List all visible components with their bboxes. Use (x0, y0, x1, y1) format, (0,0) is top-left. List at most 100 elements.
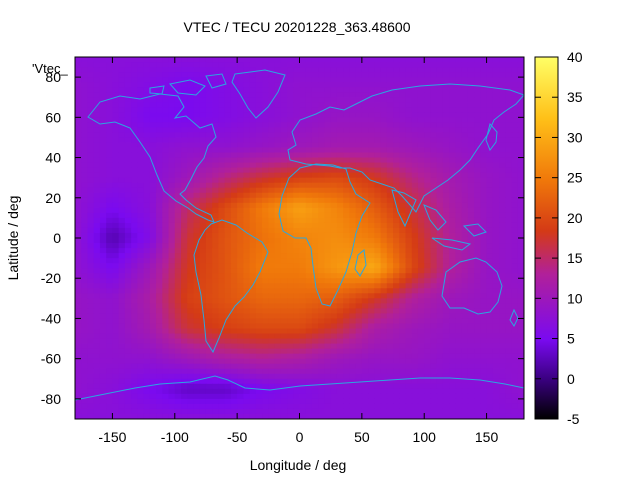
heatmap-cell (324, 378, 332, 385)
heatmap-cell (480, 363, 488, 370)
heatmap-cell (417, 187, 425, 194)
heatmap-cell (324, 82, 332, 88)
heatmap-cell (131, 278, 138, 284)
heatmap-cell (249, 378, 257, 385)
heatmap-cell (318, 308, 326, 315)
heatmap-cell (318, 238, 326, 244)
heatmap-cell (442, 212, 450, 219)
heatmap-cell (449, 142, 457, 149)
heatmap-cell (106, 318, 114, 325)
heatmap-cell (417, 253, 425, 259)
heatmap-cell (411, 77, 419, 83)
heatmap-cell (106, 117, 114, 123)
heatmap-cell (106, 217, 114, 224)
heatmap-cell (118, 403, 126, 410)
heatmap-cell (399, 102, 407, 108)
heatmap-cell (461, 87, 469, 93)
heatmap-cell (274, 217, 282, 224)
heatmap-cell (168, 172, 176, 179)
heatmap-cell (87, 62, 95, 68)
heatmap-cell (255, 82, 263, 88)
heatmap-cell (205, 227, 213, 234)
heatmap-cell (411, 107, 419, 113)
heatmap-cell (106, 338, 114, 345)
heatmap-cell (118, 92, 126, 98)
heatmap-cell (293, 137, 301, 144)
heatmap-cell (399, 172, 407, 179)
heatmap-cell (361, 187, 369, 194)
heatmap-cell (137, 378, 145, 385)
heatmap-cell (230, 112, 238, 118)
heatmap-cell (374, 263, 382, 269)
heatmap-cell (268, 187, 276, 194)
heatmap-cell (299, 137, 307, 144)
heatmap-cell (380, 363, 388, 370)
heatmap-cell (193, 388, 201, 395)
heatmap-cell (311, 378, 319, 385)
heatmap-cell (99, 263, 107, 269)
heatmap-cell (305, 248, 313, 254)
heatmap-cell (230, 177, 238, 184)
heatmap-cell (305, 243, 313, 249)
heatmap-cell (118, 293, 126, 299)
heatmap-cell (199, 102, 207, 108)
heatmap-cell (311, 243, 319, 249)
heatmap-cell (81, 62, 89, 68)
heatmap-cell (124, 92, 132, 98)
heatmap-cell (262, 137, 269, 144)
heatmap-cell (311, 253, 319, 259)
heatmap-cell (181, 157, 188, 164)
heatmap-cell (193, 212, 201, 219)
heatmap-cell (143, 132, 151, 139)
heatmap-cell (480, 147, 488, 154)
heatmap-cell (449, 388, 457, 395)
heatmap-cell (274, 363, 282, 370)
heatmap-cell (405, 288, 413, 294)
heatmap-cell (243, 263, 251, 269)
heatmap-cell (212, 258, 220, 264)
heatmap-cell (205, 313, 213, 320)
heatmap-cell (311, 92, 319, 98)
heatmap-cell (486, 288, 494, 294)
heatmap-cell (218, 227, 226, 234)
heatmap-cell (386, 378, 394, 385)
heatmap-cell (455, 278, 463, 284)
heatmap-cell (193, 147, 201, 154)
heatmap-cell (118, 348, 126, 355)
heatmap-cell (380, 97, 388, 103)
heatmap-cell (343, 87, 350, 93)
vtec-heatmap (75, 57, 524, 419)
heatmap-cell (374, 117, 382, 123)
heatmap-cell (193, 313, 201, 320)
heatmap-cell (336, 97, 344, 103)
heatmap-cell (112, 162, 120, 169)
heatmap-cell (230, 388, 238, 395)
heatmap-cell (467, 368, 475, 375)
heatmap-cell (461, 57, 469, 63)
heatmap-cell (505, 162, 513, 169)
heatmap-cell (255, 293, 263, 299)
heatmap-cell (449, 182, 457, 189)
heatmap-cell (336, 268, 344, 274)
heatmap-cell (124, 368, 132, 375)
heatmap-cell (436, 343, 444, 350)
heatmap-cell (174, 107, 182, 113)
heatmap-cell (455, 107, 463, 113)
heatmap-cell (393, 358, 400, 365)
heatmap-cell (474, 353, 481, 360)
heatmap-cell (411, 82, 419, 88)
heatmap-cell (118, 62, 126, 68)
heatmap-cell (393, 363, 400, 370)
heatmap-cell (492, 353, 500, 360)
heatmap-cell (218, 127, 226, 134)
heatmap-cell (99, 283, 107, 289)
heatmap-cell (486, 323, 494, 330)
heatmap-cell (156, 112, 163, 118)
heatmap-cell (255, 147, 263, 154)
heatmap-cell (449, 283, 457, 289)
heatmap-cell (181, 192, 188, 199)
heatmap-cell (243, 298, 251, 304)
heatmap-cell (224, 403, 232, 410)
heatmap-cell (237, 132, 244, 139)
heatmap-cell (93, 222, 101, 229)
